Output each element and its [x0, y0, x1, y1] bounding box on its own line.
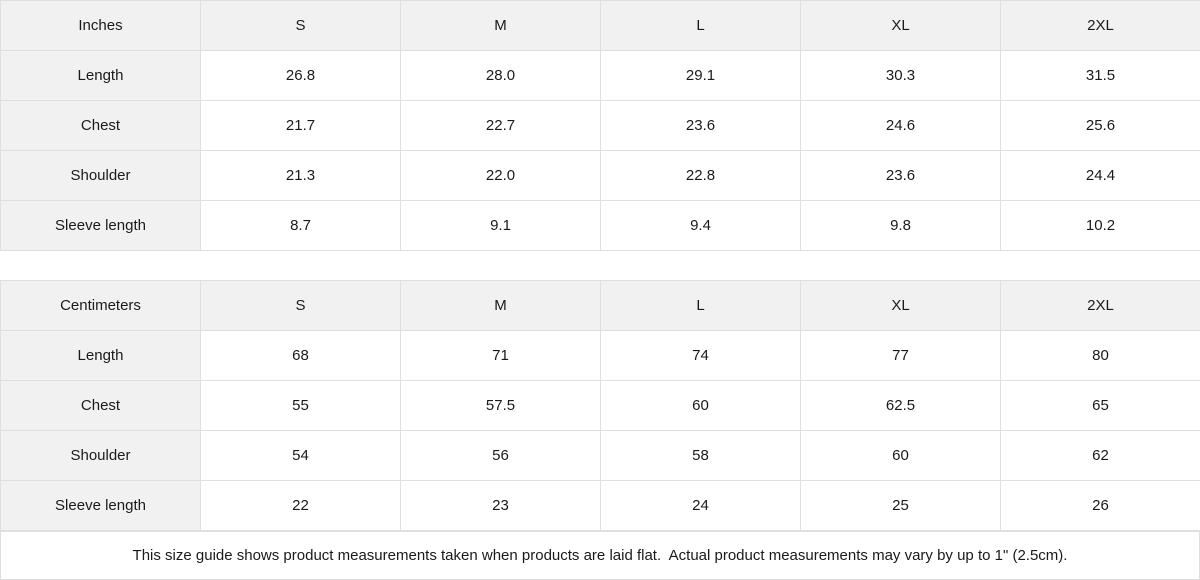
cell-chest-l: 60	[600, 380, 801, 432]
cell-length-s: 26.8	[200, 50, 401, 101]
cell-shoulder-m: 56	[400, 430, 601, 482]
cell-sleeve-length-m: 23	[400, 480, 601, 532]
cell-sleeve-length-xl: 9.8	[800, 200, 1001, 251]
cell-length-xl: 77	[800, 330, 1001, 382]
cell-shoulder-l: 22.8	[600, 150, 801, 201]
column-header-xl: XL	[800, 0, 1001, 51]
cell-length-m: 28.0	[400, 50, 601, 101]
centimeters-size-table: Centimeters S M L XL 2XL Length 68 71 74…	[0, 280, 1200, 532]
cell-shoulder-2xl: 24.4	[1000, 150, 1200, 201]
cell-shoulder-s: 54	[200, 430, 401, 482]
cell-chest-s: 55	[200, 380, 401, 432]
cell-length-xl: 30.3	[800, 50, 1001, 101]
table-separator	[0, 251, 1200, 281]
centimeters-unit-header: Centimeters	[0, 280, 201, 332]
centimeters-table-body: Length 68 71 74 77 80 Chest 55 57.5 60 6…	[0, 330, 1200, 532]
cell-chest-m: 57.5	[400, 380, 601, 432]
cell-chest-s: 21.7	[200, 100, 401, 151]
cell-sleeve-length-2xl: 10.2	[1000, 200, 1200, 251]
column-header-s: S	[200, 0, 401, 51]
table-row: Length 26.8 28.0 29.1 30.3 31.5	[0, 50, 1200, 101]
row-label-shoulder: Shoulder	[0, 150, 201, 201]
cell-shoulder-xl: 60	[800, 430, 1001, 482]
cell-chest-xl: 62.5	[800, 380, 1001, 432]
cell-chest-xl: 24.6	[800, 100, 1001, 151]
cell-chest-m: 22.7	[400, 100, 601, 151]
row-label-sleeve-length: Sleeve length	[0, 200, 201, 251]
table-row: Sleeve length 22 23 24 25 26	[0, 480, 1200, 532]
cell-sleeve-length-m: 9.1	[400, 200, 601, 251]
cell-shoulder-2xl: 62	[1000, 430, 1200, 482]
cell-length-s: 68	[200, 330, 401, 382]
cell-length-m: 71	[400, 330, 601, 382]
cell-sleeve-length-xl: 25	[800, 480, 1001, 532]
table-row: Chest 55 57.5 60 62.5 65	[0, 380, 1200, 432]
cell-chest-2xl: 25.6	[1000, 100, 1200, 151]
cell-chest-l: 23.6	[600, 100, 801, 151]
inches-table-body: Length 26.8 28.0 29.1 30.3 31.5 Chest 21…	[0, 50, 1200, 251]
row-label-chest: Chest	[0, 380, 201, 432]
cell-sleeve-length-2xl: 26	[1000, 480, 1200, 532]
inches-table-header: Inches S M L XL 2XL	[0, 0, 1200, 51]
column-header-2xl: 2XL	[1000, 0, 1200, 51]
cell-length-2xl: 31.5	[1000, 50, 1200, 101]
column-header-xl: XL	[800, 280, 1001, 332]
table-row: Chest 21.7 22.7 23.6 24.6 25.6	[0, 100, 1200, 151]
cell-length-l: 29.1	[600, 50, 801, 101]
column-header-s: S	[200, 280, 401, 332]
cell-sleeve-length-l: 24	[600, 480, 801, 532]
cell-chest-2xl: 65	[1000, 380, 1200, 432]
cell-length-l: 74	[600, 330, 801, 382]
table-row: Sleeve length 8.7 9.1 9.4 9.8 10.2	[0, 200, 1200, 251]
row-label-shoulder: Shoulder	[0, 430, 201, 482]
row-label-sleeve-length: Sleeve length	[0, 480, 201, 532]
table-row: Shoulder 21.3 22.0 22.8 23.6 24.4	[0, 150, 1200, 201]
column-header-m: M	[400, 280, 601, 332]
inches-unit-header: Inches	[0, 0, 201, 51]
centimeters-table-header: Centimeters S M L XL 2XL	[0, 280, 1200, 332]
inches-size-table: Inches S M L XL 2XL Length 26.8 28.0 29.…	[0, 0, 1200, 251]
table-header-row: Centimeters S M L XL 2XL	[0, 280, 1200, 332]
cell-sleeve-length-s: 8.7	[200, 200, 401, 251]
cell-shoulder-m: 22.0	[400, 150, 601, 201]
row-label-length: Length	[0, 330, 201, 382]
cell-sleeve-length-s: 22	[200, 480, 401, 532]
column-header-l: L	[600, 0, 801, 51]
column-header-2xl: 2XL	[1000, 280, 1200, 332]
cell-sleeve-length-l: 9.4	[600, 200, 801, 251]
row-label-length: Length	[0, 50, 201, 101]
row-label-chest: Chest	[0, 100, 201, 151]
cell-shoulder-xl: 23.6	[800, 150, 1001, 201]
cell-length-2xl: 80	[1000, 330, 1200, 382]
table-header-row: Inches S M L XL 2XL	[0, 0, 1200, 51]
cell-shoulder-s: 21.3	[200, 150, 401, 201]
table-row: Shoulder 54 56 58 60 62	[0, 430, 1200, 482]
size-guide-note: This size guide shows product measuremen…	[0, 531, 1200, 580]
column-header-l: L	[600, 280, 801, 332]
column-header-m: M	[400, 0, 601, 51]
table-row: Length 68 71 74 77 80	[0, 330, 1200, 382]
cell-shoulder-l: 58	[600, 430, 801, 482]
